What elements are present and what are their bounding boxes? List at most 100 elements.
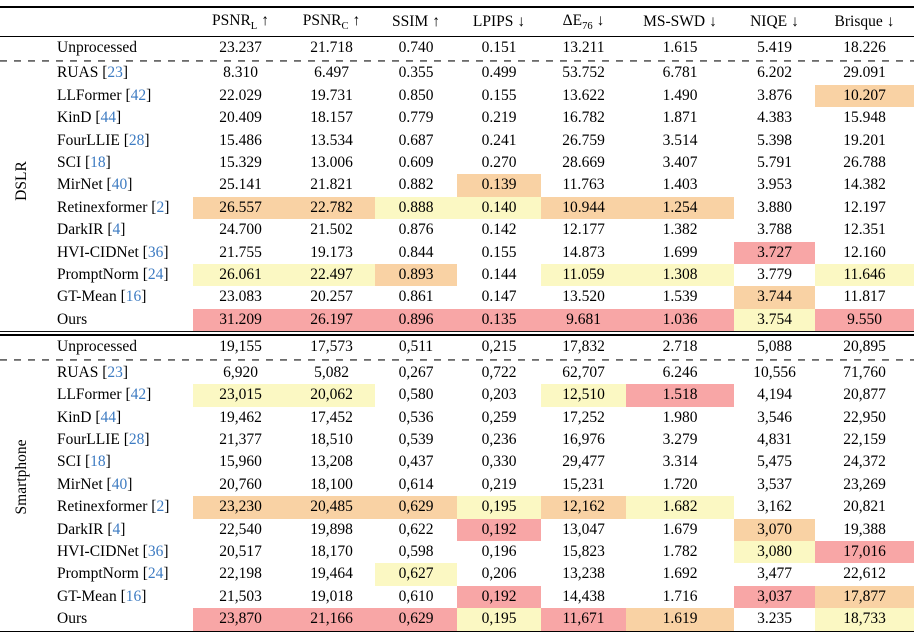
method-cell: RUAS [23] <box>0 62 193 84</box>
metric-cell: 5,082 <box>314 363 349 381</box>
metric-cell: 20,877 <box>843 386 886 404</box>
metric-name: PSNR <box>212 11 251 29</box>
metric-cell: 13.534 <box>310 131 353 149</box>
metric-cell: 0,196 <box>481 542 517 560</box>
metric-cell: 19,464 <box>310 565 353 583</box>
citation-bracket: [ <box>147 198 157 216</box>
metric-cell: 16.782 <box>562 109 605 127</box>
metric-cell: 0.147 <box>481 288 517 306</box>
row-group-label-dslr: DSLR <box>13 161 30 201</box>
citation-link[interactable]: 18 <box>90 453 106 471</box>
metric-cell: 0.499 <box>481 64 517 82</box>
citation-link[interactable]: 28 <box>128 131 145 149</box>
metric-cell: 23.083 <box>219 288 262 306</box>
metric-cell: 20,485 <box>288 496 375 519</box>
metric-cell: 0.270 <box>481 154 517 172</box>
metric-cell: 19,462 <box>219 408 262 426</box>
method-cell: MirNet [40] <box>0 474 193 496</box>
metric-cell: 3.235 <box>757 610 792 628</box>
citation-bracket: ] <box>141 288 147 306</box>
metric-cell: 11.817 <box>843 288 886 306</box>
metric-cell: 0.139 <box>457 174 541 197</box>
metric-name: MS-SWD <box>643 13 706 30</box>
metric-cell: 20,821 <box>843 498 886 516</box>
citation-link[interactable]: 44 <box>100 408 117 426</box>
metric-cell: 3.754 <box>734 308 815 332</box>
citation-link[interactable]: 42 <box>130 86 147 104</box>
citation-bracket: [ <box>119 430 129 448</box>
citation-link[interactable]: 2 <box>156 498 165 516</box>
method-cell: SCI [18] <box>0 451 193 473</box>
method-cell: KinD [44] <box>0 407 193 429</box>
method-name: FourLLIE <box>57 131 120 149</box>
metric-cell: 0,219 <box>481 475 517 493</box>
metric-cell: 53.752 <box>562 64 605 82</box>
citation-link[interactable]: 23 <box>107 363 123 381</box>
citation-bracket: [ <box>102 176 112 194</box>
metric-cell: 12.351 <box>843 221 886 239</box>
method-name: KinD <box>57 408 92 426</box>
metric-cell: 17,573 <box>310 338 353 356</box>
metric-cell: 5.419 <box>757 39 792 56</box>
table-row: HVI-CIDNet [36] 21.755 19.173 0.844 0.155 14.… <box>0 241 914 265</box>
citation-bracket: [ <box>116 587 126 605</box>
citation-link[interactable]: 4 <box>112 520 121 538</box>
method-name: Ours <box>57 310 88 328</box>
citation-link[interactable]: 4 <box>112 221 121 239</box>
citation-bracket: ] <box>120 520 126 538</box>
metric-name: NIQE <box>750 13 788 30</box>
metric-cell: 10.207 <box>815 84 914 108</box>
lower-better-arrow-icon: ↓ <box>791 13 799 30</box>
metric-cell: 8.310 <box>223 64 258 82</box>
citation-link[interactable]: 24 <box>147 266 164 284</box>
metric-cell: 3.779 <box>757 266 792 284</box>
citation-link[interactable]: 24 <box>147 565 164 583</box>
metric-cell: 21,503 <box>219 587 262 605</box>
method-name: Unprocessed <box>57 338 138 356</box>
method-name: Unprocessed <box>57 39 138 56</box>
citation-link[interactable]: 40 <box>111 475 128 493</box>
metric-column-header: PSNRL ↑ <box>193 7 288 37</box>
metric-cell: 0,598 <box>398 542 434 560</box>
metric-name: LPIPS <box>472 13 514 30</box>
citation-link[interactable]: 16 <box>125 587 142 605</box>
metric-cell: 23,015 <box>193 384 288 407</box>
citation-link[interactable]: 36 <box>147 542 164 560</box>
metric-cell: 29,477 <box>562 453 605 471</box>
citation-link[interactable]: 44 <box>100 109 117 127</box>
metric-cell: 11.059 <box>541 264 626 287</box>
metric-cell: 0.144 <box>481 266 517 284</box>
citation-bracket: [ <box>138 266 148 284</box>
lower-better-arrow-icon: ↓ <box>596 11 605 29</box>
method-cell: FourLLIE [28] <box>0 130 193 152</box>
citation-bracket: ] <box>127 176 133 194</box>
citation-link[interactable]: 16 <box>125 288 142 306</box>
method-cell: SCI [18] <box>0 152 193 174</box>
citation-link[interactable]: 18 <box>90 154 106 172</box>
row-group-label-smartphone: Smartphone <box>13 439 30 515</box>
metric-cell: 6.497 <box>314 64 349 82</box>
metric-cell: 3,162 <box>757 498 792 516</box>
metric-cell: 3,537 <box>757 475 792 493</box>
method-name: HVI-CIDNet <box>57 243 139 261</box>
metric-cell: 19.731 <box>310 86 353 104</box>
citation-link[interactable]: 36 <box>147 243 164 261</box>
method-name: Ours <box>57 610 88 628</box>
table-row: RUAS [23] 8.310 6.497 0.355 0.499 53.752 6.781… <box>0 62 914 84</box>
citation-link[interactable]: 40 <box>111 176 128 194</box>
metric-cell: 22,198 <box>219 565 262 583</box>
metric-name: SSIM <box>392 13 429 30</box>
method-cell: HVI-CIDNet [36] <box>0 541 193 563</box>
citation-link[interactable]: 28 <box>128 430 145 448</box>
citation-link[interactable]: 42 <box>130 386 147 404</box>
metric-cell: 15.329 <box>219 154 262 172</box>
metric-cell: 26.061 <box>193 264 288 287</box>
metric-cell: 20.257 <box>310 288 353 306</box>
metric-cell: 19,155 <box>219 338 262 356</box>
citation-link[interactable]: 23 <box>107 64 123 82</box>
citation-link[interactable]: 2 <box>156 198 165 216</box>
header-row: PSNRL ↑ PSNRC ↑ SSIM ↑ LPIPS ↓ ΔE76 ↓ MS-SWD ↓ NIQE ↓… <box>0 7 914 37</box>
method-cell: KinD [44] <box>0 107 193 129</box>
metric-cell: 3.407 <box>662 154 698 172</box>
metric-cell: 20,517 <box>219 542 262 560</box>
